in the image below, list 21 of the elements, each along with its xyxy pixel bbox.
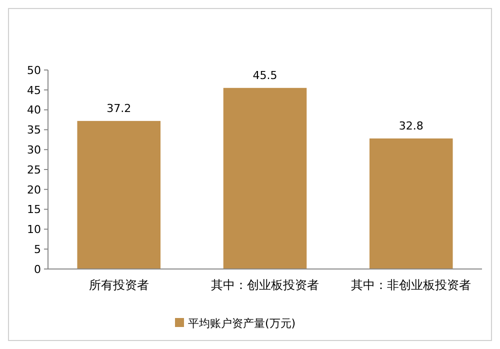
y-tick-label: 30 [27, 143, 41, 156]
bar [77, 120, 161, 269]
y-tick-label: 40 [27, 104, 41, 117]
y-tick-label: 25 [27, 163, 41, 176]
y-tick-label: 0 [34, 262, 41, 276]
y-tick-label: 10 [27, 223, 41, 236]
x-tick-label: 其中：创业板投资者 [211, 278, 319, 292]
data-label: 32.8 [398, 119, 424, 132]
y-tick-label: 35 [27, 124, 41, 137]
legend-label: 平均账户资产量(万元) [188, 316, 296, 330]
y-tick-label: 50 [27, 64, 41, 77]
data-label: 37.2 [106, 102, 132, 115]
x-tick-label: 其中：非创业板投资者 [351, 278, 472, 292]
y-tick-label: 45 [27, 84, 41, 97]
data-label: 45.5 [252, 68, 278, 82]
bar [223, 88, 307, 269]
y-tick-label: 20 [27, 183, 41, 196]
x-tick-label: 所有投资者 [88, 278, 149, 292]
bar [369, 138, 453, 269]
y-tick-label: 5 [34, 242, 41, 256]
y-tick-label: 15 [27, 203, 41, 216]
